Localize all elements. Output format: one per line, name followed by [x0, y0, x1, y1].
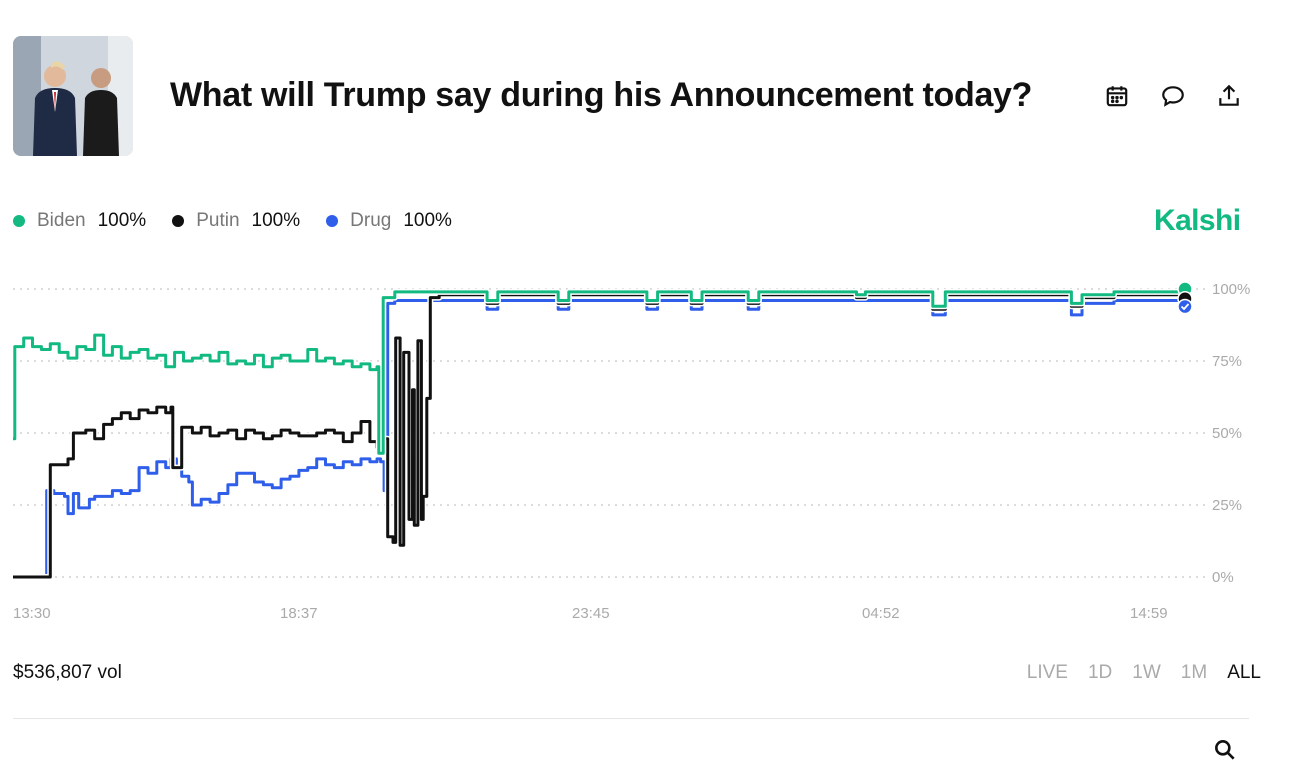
- x-tick-label: 14:59: [1130, 605, 1168, 622]
- range-1w[interactable]: 1W: [1132, 662, 1161, 683]
- calendar-icon: [1106, 86, 1128, 107]
- x-tick-label: 23:45: [572, 605, 610, 622]
- page-title: What will Trump say during his Announcem…: [170, 76, 1033, 114]
- legend-item-putin[interactable]: Putin 100%: [172, 210, 300, 232]
- search-icon: [1215, 740, 1235, 760]
- check-icon: [1180, 303, 1190, 311]
- y-tick-label: 50%: [1212, 425, 1242, 442]
- end-marker-drug: [1177, 298, 1193, 315]
- brand-logo: Kalshi: [1154, 204, 1241, 237]
- y-tick-label: 25%: [1212, 497, 1242, 514]
- series-line-putin[interactable]: [13, 293, 1185, 579]
- legend-name: Biden: [37, 210, 86, 231]
- share-icon: [1219, 84, 1239, 106]
- time-range-selector: LIVE 1D 1W 1M ALL: [1027, 662, 1261, 684]
- legend-item-drug[interactable]: Drug 100%: [326, 210, 452, 232]
- market-thumbnail: [13, 36, 133, 156]
- search-button[interactable]: [1212, 737, 1238, 763]
- comment-icon: [1162, 86, 1184, 107]
- legend-value: 100%: [251, 210, 301, 231]
- divider: [13, 718, 1249, 719]
- range-1d[interactable]: 1D: [1087, 662, 1113, 683]
- range-live[interactable]: LIVE: [1026, 662, 1068, 683]
- range-all[interactable]: ALL: [1227, 662, 1261, 683]
- series-halo: [13, 291, 1185, 580]
- comment-button[interactable]: [1159, 82, 1187, 110]
- x-tick-label: 13:30: [13, 605, 51, 622]
- legend-value: 100%: [403, 210, 452, 231]
- legend-value: 100%: [97, 210, 147, 231]
- people-photo-icon: [13, 36, 133, 156]
- calendar-button[interactable]: [1103, 82, 1131, 110]
- legend-dot: [13, 215, 25, 227]
- volume-label: $536,807 vol: [13, 662, 122, 683]
- legend-dot: [172, 215, 185, 227]
- y-tick-label: 100%: [1212, 281, 1250, 298]
- legend-item-biden[interactable]: Biden 100%: [13, 210, 146, 232]
- x-tick-label: 04:52: [862, 605, 900, 622]
- series-halo: [13, 297, 1185, 580]
- chart-legend: Biden 100% Putin 100% Drug 100%: [13, 210, 452, 232]
- range-1m[interactable]: 1M: [1180, 662, 1208, 683]
- x-tick-label: 18:37: [280, 605, 318, 622]
- legend-name: Putin: [196, 210, 240, 231]
- legend-dot: [326, 215, 339, 227]
- header-actions: [1103, 82, 1243, 110]
- y-tick-label: 0%: [1212, 569, 1234, 586]
- y-tick-label: 75%: [1212, 353, 1242, 370]
- share-button[interactable]: [1215, 82, 1243, 110]
- series-line-drug[interactable]: [13, 299, 1185, 579]
- legend-name: Drug: [350, 210, 392, 231]
- market-header: What will Trump say during his Announcem…: [13, 36, 1253, 156]
- price-chart[interactable]: 100% 75% 50% 25% 0% 13:30 18:37 23:45 04:52 14:59: [0, 270, 1311, 630]
- series-line-biden[interactable]: [13, 290, 1185, 455]
